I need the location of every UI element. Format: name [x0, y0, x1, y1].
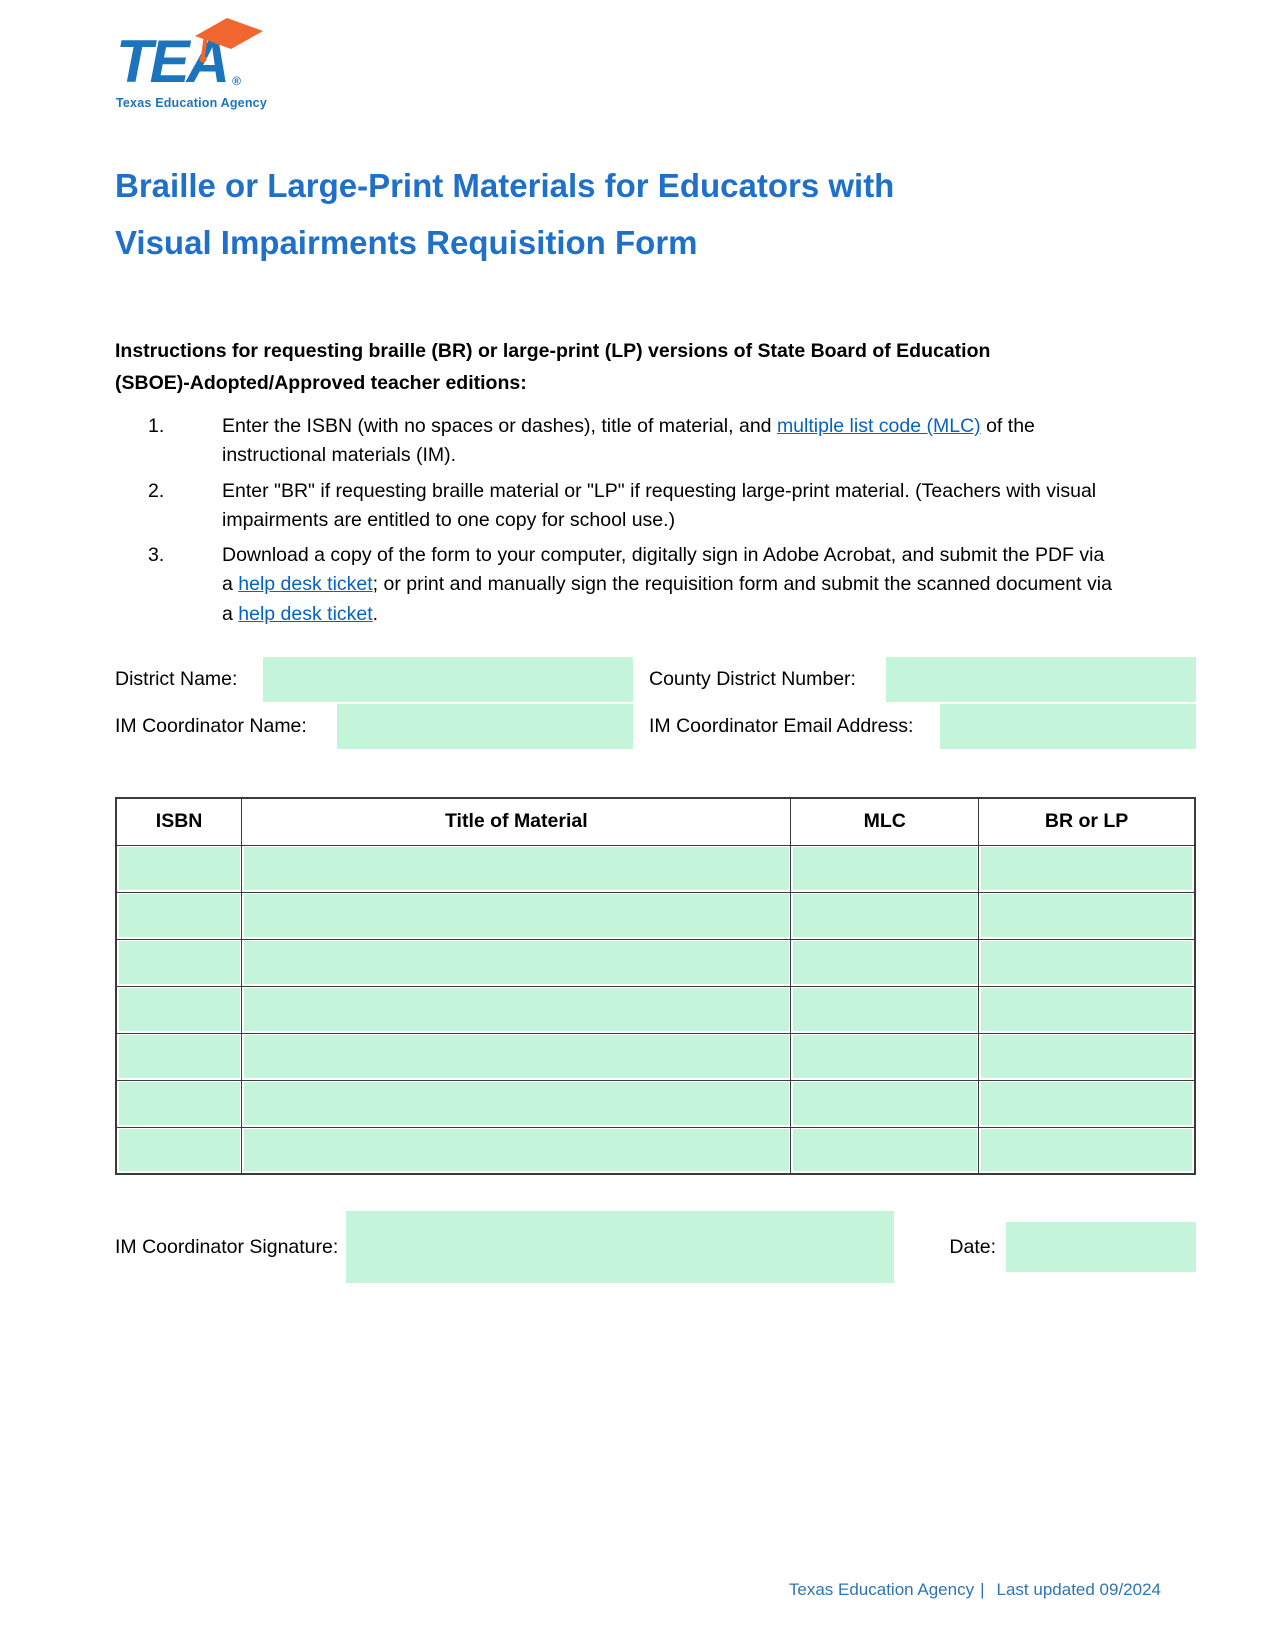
title-of-material-cell-row-4[interactable]	[241, 985, 792, 1034]
instruction-item-2: 2. Enter "BR" if requesting braille mater…	[148, 477, 1113, 536]
tea-wordmark: TEA ®	[116, 18, 263, 92]
title-of-material-cell-row-3[interactable]	[241, 938, 792, 987]
mlc-cell-row-6[interactable]	[790, 1079, 980, 1128]
isbn-cell-row-1[interactable]	[115, 844, 243, 893]
im-coordinator-signature-label: IM Coordinator Signature:	[115, 1235, 339, 1258]
table-row-7	[115, 1126, 1196, 1175]
table-row-1	[115, 844, 1196, 893]
im-coordinator-email-field: IM Coordinator Email Address:	[649, 704, 1196, 749]
instruction-text: Enter "BR" if requesting braille materia…	[222, 479, 1097, 531]
graduation-cap-icon	[195, 18, 263, 63]
table-row-4	[115, 985, 1196, 1034]
mlc-cell-row-5[interactable]	[790, 1032, 980, 1081]
column-header-title-of-material: Title of Material	[241, 797, 792, 846]
isbn-cell-row-5[interactable]	[115, 1032, 243, 1081]
mlc-cell-row-2[interactable]	[790, 891, 980, 940]
hyperlink[interactable]: help desk ticket	[238, 573, 373, 596]
instructions-heading: Instructions for requesting braille (BR)…	[115, 340, 991, 394]
hyperlink[interactable]: multiple list code (MLC)	[776, 415, 981, 437]
district-name-field: District Name:	[115, 657, 633, 702]
date-label: Date:	[949, 1235, 996, 1258]
instruction-item-3: 3. Download a copy of the form to your co…	[148, 541, 1113, 629]
district-name-label: District Name:	[115, 668, 238, 690]
column-header-br-or-lp: BR or LP	[978, 797, 1196, 846]
isbn-cell-row-7[interactable]	[115, 1126, 243, 1175]
isbn-cell-row-6[interactable]	[115, 1079, 243, 1128]
instruction-number: 2.	[148, 479, 165, 502]
br-or-lp-cell-row-2[interactable]	[978, 891, 1196, 940]
title-of-material-cell-row-5[interactable]	[241, 1032, 792, 1081]
isbn-cell-row-2[interactable]	[115, 891, 243, 940]
im-coordinator-email-input[interactable]	[940, 704, 1196, 749]
im-coordinator-signature-input[interactable]	[346, 1211, 895, 1283]
br-or-lp-cell-row-4[interactable]	[978, 985, 1196, 1034]
isbn-cell-row-4[interactable]	[115, 985, 243, 1034]
footer-separator: |	[980, 1580, 985, 1599]
page-title-line2: Visual Impairments Requisition Form	[115, 223, 698, 261]
tea-logo: TEA ® Texas Education Agency	[116, 18, 267, 110]
br-or-lp-cell-row-6[interactable]	[978, 1079, 1196, 1128]
instruction-text: Enter the ISBN (with no spaces or dashes…	[222, 415, 1035, 467]
instruction-number: 1.	[148, 415, 165, 437]
tea-logo-subtitle: Texas Education Agency	[116, 96, 267, 110]
im-coordinator-email-label: IM Coordinator Email Address:	[649, 715, 914, 737]
page-title: Braille or Large-Print Materials for Edu…	[115, 158, 1095, 272]
mlc-cell-row-7[interactable]	[790, 1126, 980, 1175]
form-field-row: IM Coordinator Name: IM Coordinator Emai…	[115, 704, 1196, 749]
date-input[interactable]	[1006, 1222, 1196, 1272]
table-row-5	[115, 1032, 1196, 1081]
title-of-material-cell-row-1[interactable]	[241, 844, 792, 893]
instructions-list: 1. Enter the ISBN (with no spaces or dash…	[148, 412, 1113, 635]
form-fields: District Name: County District Number: I…	[115, 657, 1196, 751]
page-title-line1: Braille or Large-Print Materials for Edu…	[115, 167, 895, 204]
im-coordinator-name-label: IM Coordinator Name:	[115, 715, 307, 737]
footer-agency: Texas Education Agency	[788, 1580, 975, 1599]
table-row-3	[115, 938, 1196, 987]
form-field-row: District Name: County District Number:	[115, 657, 1196, 702]
mlc-cell-row-1[interactable]	[790, 844, 980, 893]
table-header-row: ISBN Title of Material MLC BR or LP	[115, 797, 1196, 846]
district-name-input[interactable]	[263, 657, 633, 702]
im-coordinator-name-input[interactable]	[337, 704, 633, 749]
instruction-number: 3.	[148, 544, 165, 566]
county-district-number-input[interactable]	[886, 657, 1196, 702]
mlc-cell-row-3[interactable]	[790, 938, 980, 987]
title-of-material-cell-row-7[interactable]	[241, 1126, 792, 1175]
registered-trademark-mark: ®	[232, 74, 241, 88]
footer-updated: Last updated 09/2024	[996, 1580, 1161, 1599]
instruction-text: Download a copy of the form to your comp…	[222, 544, 1112, 625]
county-district-number-field: County District Number:	[649, 657, 1196, 702]
title-of-material-cell-row-2[interactable]	[241, 891, 792, 940]
column-header-mlc: MLC	[790, 797, 980, 846]
requisition-table: ISBN Title of Material MLC BR or LP	[115, 797, 1196, 1175]
br-or-lp-cell-row-7[interactable]	[978, 1126, 1196, 1175]
signature-section: IM Coordinator Signature: Date:	[115, 1210, 1196, 1284]
br-or-lp-cell-row-1[interactable]	[978, 844, 1196, 893]
im-coordinator-name-field: IM Coordinator Name:	[115, 704, 633, 749]
column-header-isbn: ISBN	[115, 797, 243, 846]
county-district-number-label: County District Number:	[649, 668, 856, 690]
instruction-item-1: 1. Enter the ISBN (with no spaces or dash…	[148, 412, 1113, 471]
br-or-lp-cell-row-3[interactable]	[978, 938, 1196, 987]
br-or-lp-cell-row-5[interactable]	[978, 1032, 1196, 1081]
hyperlink[interactable]: help desk ticket	[238, 602, 373, 625]
table-row-2	[115, 891, 1196, 940]
page-footer: Texas Education Agency | Last updated 09/2…	[115, 1580, 1161, 1600]
isbn-cell-row-3[interactable]	[115, 938, 243, 987]
table-row-6	[115, 1079, 1196, 1128]
mlc-cell-row-4[interactable]	[790, 985, 980, 1034]
title-of-material-cell-row-6[interactable]	[241, 1079, 792, 1128]
